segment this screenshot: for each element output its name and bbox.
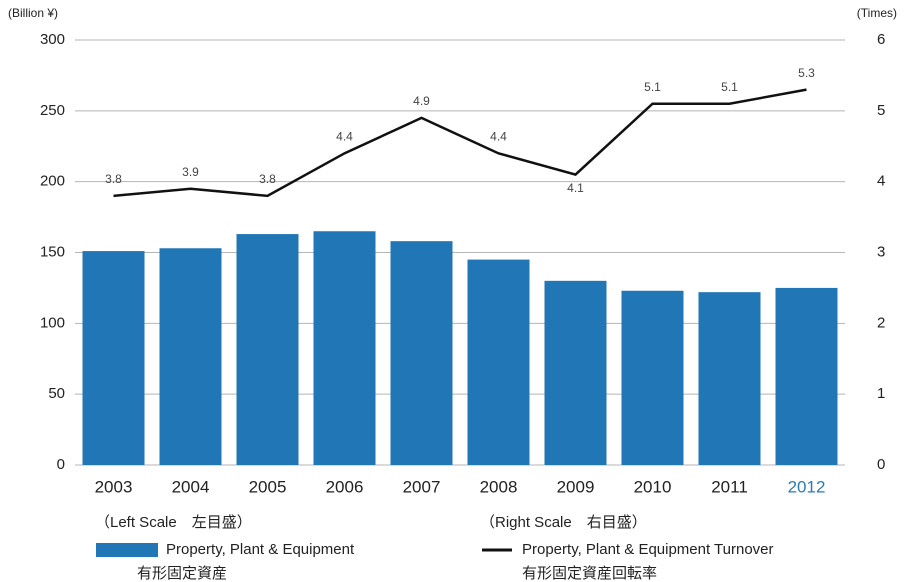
bar: [82, 251, 145, 465]
bar: [159, 248, 222, 465]
x-tick-label: 2006: [326, 477, 364, 496]
y-tick-label: 100: [40, 314, 65, 331]
y-tick-label: 50: [48, 385, 65, 402]
legend-label: Property, Plant & Equipment: [166, 541, 355, 558]
y2-unit: (Times): [857, 6, 897, 20]
y-tick-label: 250: [40, 102, 65, 119]
x-tick-label: 2009: [557, 477, 595, 496]
bar: [390, 241, 453, 465]
data-label: 5.3: [798, 66, 815, 80]
y2-tick-label: 2: [877, 314, 885, 331]
data-label: 4.4: [336, 130, 353, 144]
legend-label-ja: 有形固定資産回転率: [522, 565, 657, 582]
y-tick-label: 300: [40, 31, 65, 48]
y2-tick-label: 1: [877, 385, 885, 402]
data-label: 3.8: [259, 172, 276, 186]
bar: [236, 234, 299, 465]
x-tick-label: 2004: [172, 477, 210, 496]
x-tick-label: 2012: [788, 477, 826, 496]
y-unit: (Billion ¥): [8, 6, 58, 20]
y-tick-label: 0: [57, 456, 65, 473]
y2-tick-label: 5: [877, 102, 885, 119]
data-label: 4.1: [567, 181, 584, 195]
y-tick-label: 150: [40, 243, 65, 260]
y2-tick-label: 0: [877, 456, 885, 473]
bar: [621, 290, 684, 465]
legend-label-ja: 有形固定資産: [137, 565, 227, 582]
bar: [467, 259, 530, 465]
y2-tick-label: 4: [877, 173, 885, 190]
data-label: 5.1: [644, 80, 661, 94]
data-label: 4.4: [490, 130, 507, 144]
x-tick-label: 2008: [480, 477, 518, 496]
legend-scale: （Right Scale 右目盛）: [480, 514, 647, 531]
bar: [544, 280, 607, 465]
legend-scale: （Left Scale 左目盛）: [95, 514, 252, 531]
bar: [313, 231, 376, 465]
data-label: 3.9: [182, 165, 199, 179]
bar: [775, 287, 838, 465]
bar: [698, 292, 761, 465]
legend-swatch: [96, 543, 158, 557]
x-tick-label: 2010: [634, 477, 672, 496]
y2-tick-label: 6: [877, 31, 885, 48]
line: [113, 88, 807, 198]
data-label: 4.9: [413, 94, 430, 108]
legend-label: Property, Plant & Equipment Turnover: [522, 541, 774, 558]
x-tick-label: 2003: [95, 477, 133, 496]
y-tick-label: 200: [40, 173, 65, 190]
data-label: 5.1: [721, 80, 738, 94]
x-tick-label: 2005: [249, 477, 287, 496]
x-tick-label: 2011: [711, 477, 748, 496]
data-label: 3.8: [105, 172, 122, 186]
x-tick-label: 2007: [403, 477, 441, 496]
y2-tick-label: 3: [877, 243, 885, 260]
